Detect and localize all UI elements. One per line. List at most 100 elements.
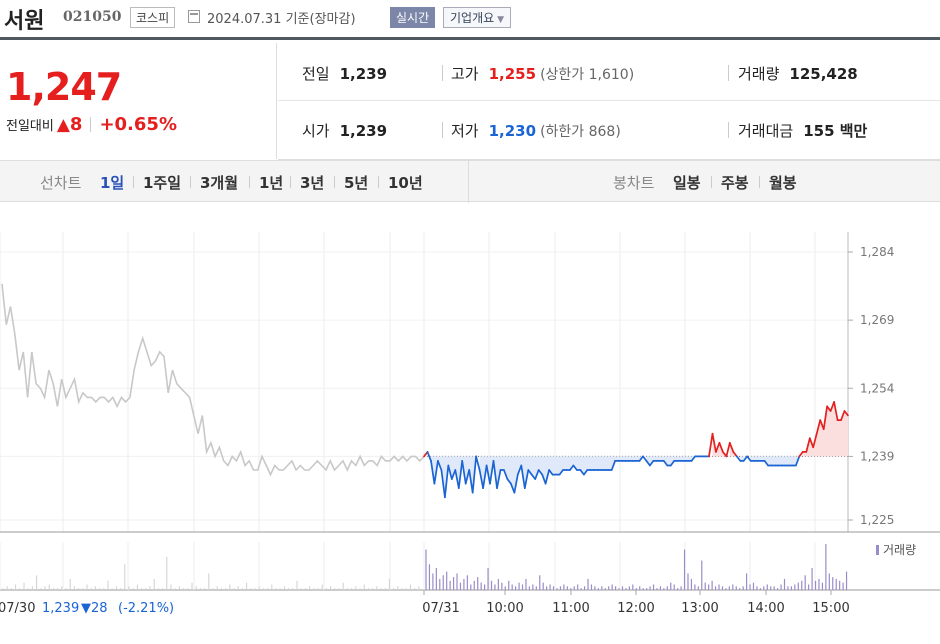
tab-10y[interactable]: 10년 [388,174,423,192]
price-line-segment [450,469,457,480]
stat-high: 고가 1,255 (상한가 1,610) [451,65,635,83]
x-tick-label: 15:00 [812,601,849,616]
divider [90,117,92,132]
price-line-segment [798,451,804,458]
price-line-segment [669,460,676,467]
price-line-segment [433,460,439,485]
y-tick-label: 1,284 [860,245,894,259]
tabs-divider [468,161,469,203]
price-line-segment [645,460,651,467]
price-line-segment [829,401,835,412]
line-chart-label: 선차트 [40,174,82,192]
intraday-price-chart[interactable]: 1,284 1,269 1,254 1,239 1,225 거래량 07/31 10:00 11… [0,202,940,644]
previous-day-line [1,283,425,477]
stock-code: 021050 [63,9,122,25]
price-line-segment [537,469,544,476]
prev-day-change: ▼28 [81,601,108,616]
price-line-segment [489,460,495,485]
stat-prev-close: 전일 1,239 [302,65,388,83]
price-line-segment [437,460,443,471]
price-line-segment [426,451,432,462]
tab-monthly-candle[interactable]: 월봉 [769,174,797,192]
divider [190,176,191,188]
divider [759,176,760,188]
divider [290,176,291,188]
x-tick-label: 12:00 [617,601,654,616]
price-box: 1,247 전일대비 ▲8 +0.65% [0,43,277,159]
price-line-segment [711,432,717,453]
quote-date: 2024.07.31 기준(장마감) [207,12,356,27]
tab-daily-candle[interactable]: 일봉 [673,174,701,192]
tab-3m[interactable]: 3개월 [200,174,239,192]
price-line-segment [843,410,849,417]
price-line-segment [649,460,655,467]
tab-5y[interactable]: 5년 [344,174,369,192]
divider [728,65,729,81]
price-change: 전일대비 ▲8 +0.65% [6,114,177,135]
calendar-icon [188,10,200,23]
price-line-segment [808,437,815,449]
price-line-segment [506,478,512,485]
change-value: 8 [69,114,83,135]
price-line-segment [718,441,724,453]
market-badge: 코스피 [130,7,176,28]
price-line-segment [746,455,752,462]
price-line-segment [763,460,769,467]
chart-period-tabs: 선차트 1일 1주일 3개월 1년 3년 5년 10년 봉차트 일봉 주봉 월봉 [0,160,940,203]
price-line-segment [454,469,460,490]
divider [334,176,335,188]
price-line-segment [725,441,731,458]
price-line-segment [541,473,547,485]
realtime-button[interactable]: 실시간 [390,7,436,28]
price-line-segment [471,455,477,494]
price-line-segment [795,455,801,467]
tab-1d[interactable]: 1일 [100,174,125,192]
price-line-segment [715,441,721,453]
stat-volume: 거래량 125,428 [738,65,858,83]
price-line-segment [520,464,526,490]
current-price: 1,247 [6,65,122,109]
y-tick-label: 1,254 [860,381,894,395]
tab-1y[interactable]: 1년 [259,174,284,192]
price-line-segment [642,455,648,462]
change-label: 전일대비 [6,119,54,134]
tab-3y[interactable]: 3년 [300,174,325,192]
price-line-segment [583,469,589,476]
prev-day-date-label: 07/30 [0,601,35,616]
tab-weekly-candle[interactable]: 주봉 [721,174,749,192]
price-line-segment [485,464,491,485]
price-line-segment [690,455,696,462]
price-line-segment [708,432,714,458]
price-line-segment [475,455,481,471]
price-line-segment [822,405,828,431]
below-baseline-area [431,456,800,498]
price-line-segment [579,469,585,476]
price-line-segment [815,419,822,435]
up-triangle-icon: ▲ [56,115,70,135]
company-info-dropdown[interactable]: 기업개요 ▼ [443,7,512,28]
divider [711,176,712,188]
price-line-segment [430,460,436,485]
x-tick-label: 07/31 [422,601,459,616]
price-line-segment [482,464,488,490]
stat-open: 시가 1,239 [302,122,388,140]
price-line-segment [447,464,453,480]
price-line-segment [812,432,818,449]
price-line-segment [440,469,446,499]
price-line-segment [558,469,564,476]
price-line-segment [732,451,738,458]
price-line-segment [805,437,811,453]
price-line-segment [638,455,644,462]
tab-1w[interactable]: 1주일 [143,174,182,192]
price-line-segment [523,469,530,490]
price-line-segment [662,460,669,467]
y-tick-label: 1,269 [860,313,894,327]
y-tick-label: 1,225 [860,513,894,527]
prev-day-close: 1,239 [42,601,79,616]
stock-name: 서원 [4,9,45,34]
price-line-segment [461,460,467,485]
quote-stats: 전일 1,239 고가 1,255 (상한가 1,610) 거래량 125,428 시가… [278,43,940,160]
above-baseline-area [427,401,848,457]
divider [442,65,443,81]
y-tick-label: 1,239 [860,449,894,463]
